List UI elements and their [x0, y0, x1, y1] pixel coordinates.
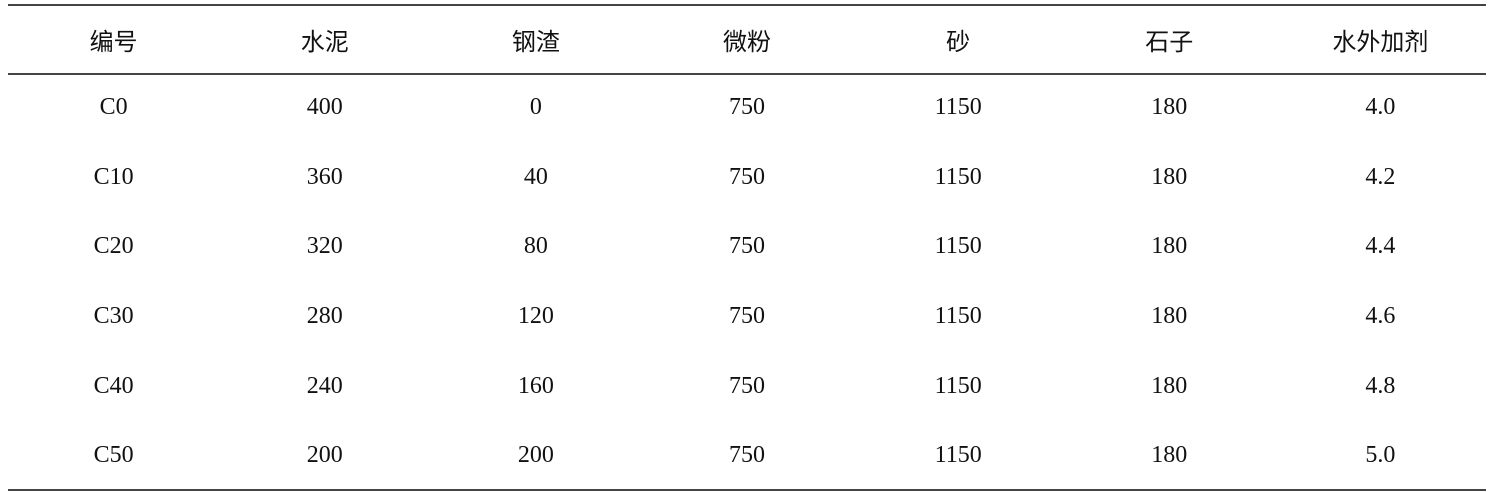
table-row: C40 240 160 750 1150 180 4.8 — [8, 351, 1486, 421]
table-cell: 40 — [523, 163, 548, 190]
top-rule — [8, 4, 1486, 6]
table-cell: C0 — [99, 94, 128, 121]
table-cell: 280 — [306, 303, 343, 330]
table-row: C0 400 0 750 1150 180 4.0 — [8, 73, 1486, 143]
table-cell: 4.0 — [1365, 94, 1396, 121]
table-cell: 180 — [1151, 233, 1188, 260]
header-row: 编号 水泥 钢渣 微粉 砂 石子 水外加剂 — [8, 6, 1486, 73]
table-cell: C40 — [93, 372, 134, 399]
column-header: 水泥 — [300, 30, 349, 56]
table-cell: 1150 — [934, 303, 982, 330]
table-cell: 4.8 — [1365, 372, 1396, 399]
table-cell: 5.0 — [1365, 442, 1396, 469]
table-cell: 750 — [728, 163, 765, 190]
table-cell: 1150 — [934, 442, 982, 469]
column-header: 水外加剂 — [1332, 30, 1429, 56]
table-row: C30 280 120 750 1150 180 4.6 — [8, 282, 1486, 352]
table-cell: 240 — [306, 372, 343, 399]
table-cell: C10 — [93, 163, 134, 190]
table-cell: 4.4 — [1365, 233, 1396, 260]
table-cell: 750 — [728, 303, 765, 330]
table-cell: C50 — [93, 442, 134, 469]
table-cell: 4.2 — [1365, 163, 1396, 190]
table-cell: 120 — [517, 303, 554, 330]
table-cell: 180 — [1151, 94, 1188, 121]
table-cell: 750 — [728, 442, 765, 469]
header-rule — [8, 73, 1486, 75]
table-cell: 1150 — [934, 163, 982, 190]
table-row: C20 320 80 750 1150 180 4.4 — [8, 212, 1486, 282]
table-cell: C30 — [93, 303, 134, 330]
table-cell: 4.6 — [1365, 303, 1396, 330]
table-cell: 180 — [1151, 372, 1188, 399]
column-header: 微粉 — [722, 30, 771, 56]
table-cell: 160 — [517, 372, 554, 399]
table-cell: 200 — [306, 442, 343, 469]
mix-proportion-table: 编号 水泥 钢渣 微粉 砂 石子 水外加剂 C0 400 0 750 1150 180 4.0 C10 36… — [8, 6, 1486, 491]
table-row: C50 200 200 750 1150 180 5.0 — [8, 421, 1486, 491]
table-cell: 750 — [728, 94, 765, 121]
table-cell: 320 — [306, 233, 343, 260]
table-cell: 360 — [306, 163, 343, 190]
table-cell: 1150 — [934, 94, 982, 121]
bottom-rule — [8, 489, 1486, 491]
table-cell: 80 — [523, 233, 548, 260]
table-row: C10 360 40 750 1150 180 4.2 — [8, 143, 1486, 213]
table-cell: 0 — [529, 94, 542, 121]
column-header: 编号 — [89, 30, 138, 56]
table-cell: C20 — [93, 233, 134, 260]
table-cell: 1150 — [934, 233, 982, 260]
table-cell: 750 — [728, 372, 765, 399]
table-cell: 400 — [306, 94, 343, 121]
column-header: 石子 — [1145, 30, 1194, 56]
table-cell: 1150 — [934, 372, 982, 399]
table-cell: 180 — [1151, 163, 1188, 190]
table-cell: 200 — [517, 442, 554, 469]
table-cell: 180 — [1151, 303, 1188, 330]
table-cell: 750 — [728, 233, 765, 260]
column-header: 钢渣 — [511, 30, 560, 56]
table-cell: 180 — [1151, 442, 1188, 469]
column-header: 砂 — [946, 30, 971, 56]
